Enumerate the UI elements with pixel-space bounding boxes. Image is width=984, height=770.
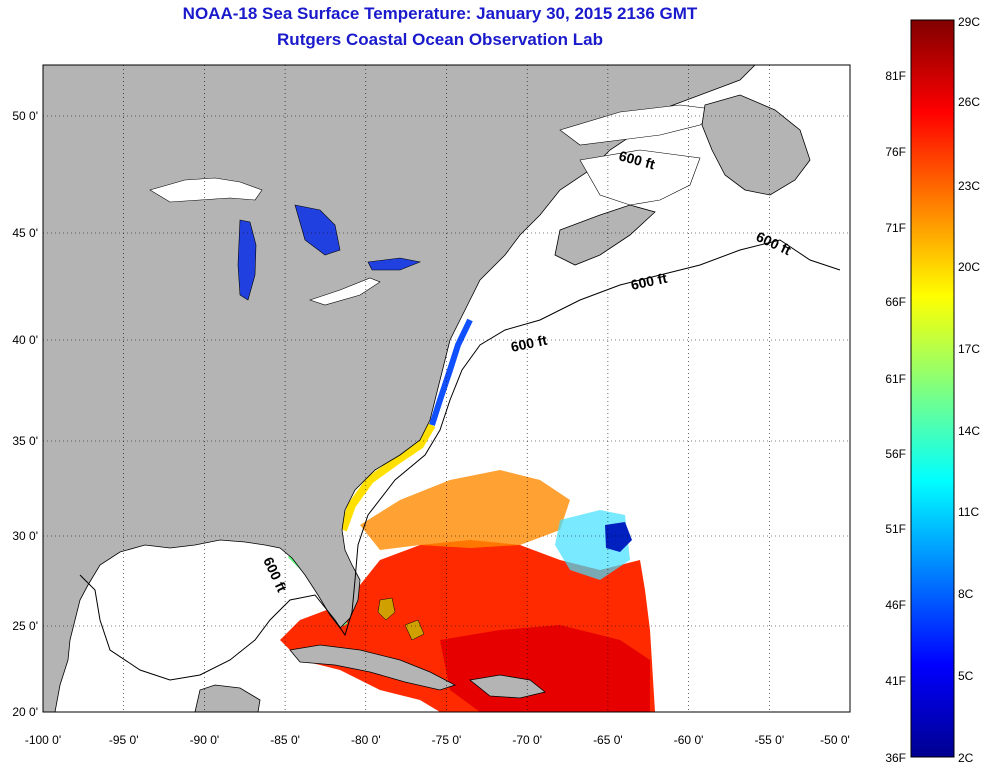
colorbar-f-label: 76F bbox=[885, 145, 906, 159]
map-subtitle: Rutgers Coastal Ocean Observation Lab bbox=[277, 30, 603, 49]
colorbar-celsius-labels: 29C 26C 23C 20C 17C 14C 11C 8C 5C 2C bbox=[958, 15, 980, 765]
colorbar-c-label: 29C bbox=[958, 15, 980, 29]
colorbar-c-label: 5C bbox=[958, 669, 974, 683]
land-nova-scotia bbox=[554, 204, 656, 266]
lat-tick-label: 20 0' bbox=[12, 705, 38, 719]
lon-tick-label: -100 0' bbox=[25, 733, 61, 747]
colorbar-c-label: 2C bbox=[958, 751, 974, 765]
land-north-america bbox=[43, 65, 756, 712]
map-title: NOAA-18 Sea Surface Temperature: January… bbox=[182, 4, 698, 23]
colorbar-c-label: 23C bbox=[958, 179, 980, 193]
lon-tick-label: -65 0' bbox=[593, 733, 623, 747]
colorbar-f-label: 41F bbox=[885, 674, 906, 688]
gulf-st-lawrence bbox=[579, 149, 701, 206]
lon-tick-label: -90 0' bbox=[190, 733, 220, 747]
lon-axis: -100 0' -95 0' -90 0' -85 0' -80 0' -75 … bbox=[25, 733, 850, 747]
colorbar-f-label: 51F bbox=[885, 522, 906, 536]
isobath-600ft bbox=[79, 239, 841, 681]
lon-tick-label: -95 0' bbox=[109, 733, 139, 747]
grid-lines bbox=[43, 65, 850, 712]
colorbar-f-label: 46F bbox=[885, 598, 906, 612]
great-lake-ontario bbox=[367, 257, 422, 271]
colorbar-c-label: 11C bbox=[958, 505, 979, 519]
lon-tick-label: -75 0' bbox=[432, 733, 462, 747]
great-lake-superior bbox=[149, 177, 263, 203]
great-lake-erie bbox=[309, 277, 381, 306]
lat-tick-label: 45 0' bbox=[12, 226, 38, 240]
lat-tick-label: 25 0' bbox=[12, 619, 38, 633]
colorbar-c-label: 17C bbox=[958, 342, 980, 356]
lat-tick-label: 35 0' bbox=[12, 434, 38, 448]
sst-deep-blue-patch bbox=[605, 522, 632, 552]
colorbar-c-label: 14C bbox=[958, 424, 980, 438]
colorbar-f-label: 36F bbox=[885, 751, 906, 765]
lat-axis: 50 0' 45 0' 40 0' 35 0' 30 0' 25 0' 20 0… bbox=[12, 109, 38, 719]
colorbar-c-label: 26C bbox=[958, 95, 980, 109]
lon-tick-label: -85 0' bbox=[270, 733, 300, 747]
colorbar-f-label: 71F bbox=[885, 221, 906, 235]
colorbar-c-label: 8C bbox=[958, 587, 974, 601]
colorbar-fahrenheit-labels: 81F 76F 71F 66F 61F 56F 51F 46F 41F 36F bbox=[885, 69, 906, 765]
great-lake-huron bbox=[294, 204, 341, 256]
isobath-label: 600 ft bbox=[509, 332, 548, 355]
colorbar-f-label: 56F bbox=[885, 447, 906, 461]
colorbar-f-label: 61F bbox=[885, 372, 906, 386]
sst-scattered-region bbox=[360, 470, 570, 550]
land-newfoundland bbox=[701, 94, 811, 196]
land-yucatan bbox=[194, 684, 261, 712]
colorbar bbox=[910, 19, 955, 758]
land-bahamas bbox=[377, 597, 425, 641]
land-cuba bbox=[289, 644, 457, 691]
lat-tick-label: 30 0' bbox=[12, 529, 38, 543]
lon-tick-label: -55 0' bbox=[754, 733, 784, 747]
lon-tick-label: -60 0' bbox=[674, 733, 704, 747]
lon-tick-label: -70 0' bbox=[512, 733, 542, 747]
land-hispaniola bbox=[469, 674, 546, 699]
hudson-bay-area bbox=[559, 104, 721, 146]
colorbar-f-label: 66F bbox=[885, 295, 906, 309]
lon-tick-label: -50 0' bbox=[820, 733, 850, 747]
colorbar-f-label: 81F bbox=[885, 69, 906, 83]
lat-tick-label: 50 0' bbox=[12, 109, 38, 123]
gulf-stream-band bbox=[339, 422, 436, 532]
lat-tick-label: 40 0' bbox=[12, 333, 38, 347]
lon-tick-label: -80 0' bbox=[351, 733, 381, 747]
coastal-cold-band bbox=[429, 318, 473, 426]
great-lake-michigan bbox=[237, 219, 257, 301]
colorbar-c-label: 20C bbox=[958, 260, 980, 274]
isobath-label: 600 ft bbox=[629, 270, 668, 293]
map-frame bbox=[42, 64, 851, 713]
